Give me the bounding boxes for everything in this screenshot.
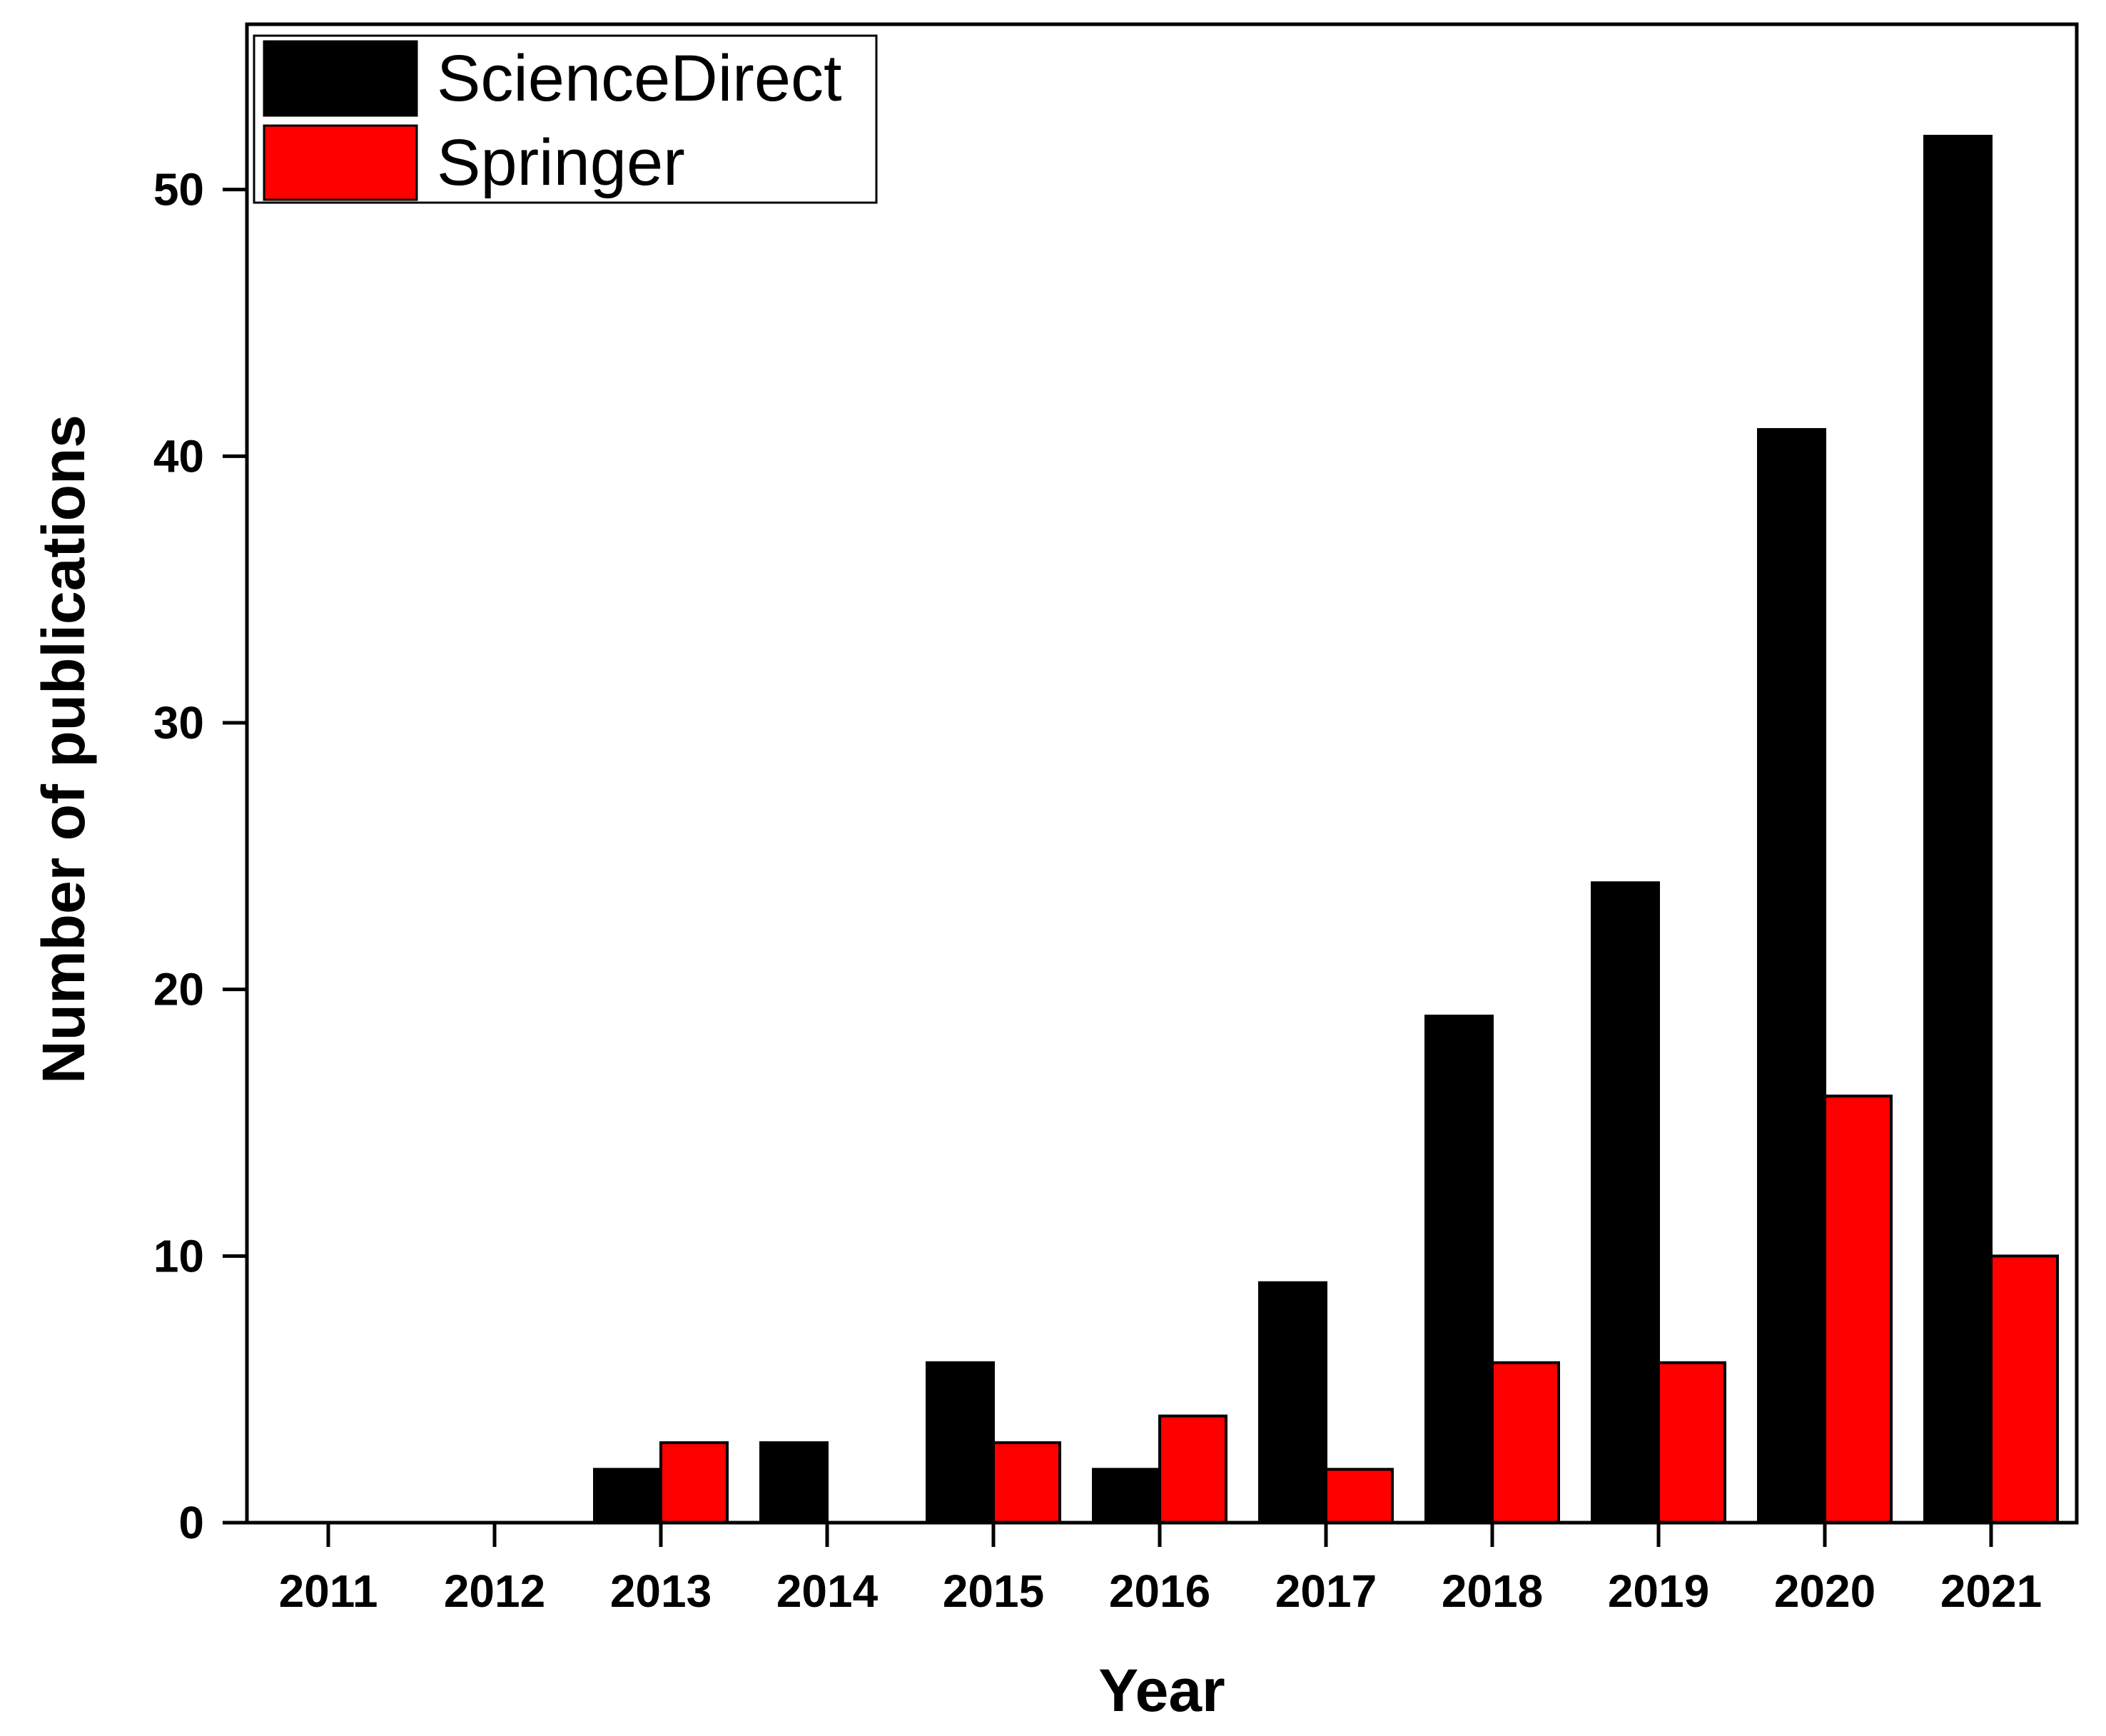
y-tick-label: 20 — [153, 964, 204, 1015]
legend-swatch-springer — [263, 124, 418, 201]
x-tick-label: 2021 — [1940, 1565, 2042, 1617]
bar-springer-2013 — [659, 1441, 729, 1525]
bar-sciencedirect-2015 — [926, 1361, 995, 1524]
x-tick-label: 2013 — [610, 1565, 712, 1617]
bar-sciencedirect-2019 — [1591, 881, 1660, 1525]
x-axis: 2011 2012 2013 2014 2015 2016 2017 2018 2019 2020… — [279, 1523, 2042, 1617]
legend-label-sciencedirect: ScienceDirect — [437, 42, 842, 115]
bar-sciencedirect-2016 — [1092, 1468, 1161, 1524]
x-tick-label: 2014 — [776, 1565, 879, 1617]
x-tick-label: 2019 — [1608, 1565, 1709, 1617]
bar-springer-2020 — [1823, 1095, 1893, 1524]
y-tick-label: 30 — [153, 697, 204, 748]
bar-springer-2017 — [1325, 1468, 1394, 1524]
bar-sciencedirect-2017 — [1258, 1281, 1327, 1524]
bars — [593, 134, 2059, 1525]
x-tick-label: 2015 — [943, 1565, 1044, 1617]
plot-frame — [245, 22, 2079, 1525]
x-tick-label: 2018 — [1442, 1565, 1543, 1617]
x-tick-label: 2020 — [1774, 1565, 1875, 1617]
x-tick-label: 2012 — [444, 1565, 545, 1617]
x-tick-label: 2011 — [279, 1565, 378, 1617]
bar-springer-2018 — [1491, 1361, 1560, 1524]
x-axis-title: Year — [1098, 1657, 1225, 1724]
bar-sciencedirect-2021 — [1923, 134, 1993, 1525]
bar-springer-2021 — [1990, 1254, 2059, 1524]
y-axis: 0 10 20 30 40 50 — [153, 164, 247, 1548]
bar-sciencedirect-2018 — [1424, 1015, 1494, 1525]
y-axis-title: Number of publications — [30, 415, 97, 1084]
bar-springer-2016 — [1158, 1414, 1227, 1524]
y-tick-label: 40 — [153, 430, 204, 482]
bar-sciencedirect-2014 — [759, 1441, 829, 1525]
bar-sciencedirect-2013 — [593, 1468, 662, 1524]
bar-sciencedirect-2020 — [1757, 427, 1826, 1524]
y-tick-label: 0 — [178, 1497, 204, 1548]
x-tick-label: 2016 — [1109, 1565, 1210, 1617]
legend-swatch-sciencedirect — [263, 40, 418, 117]
legend: ScienceDirect Springer — [253, 34, 878, 204]
bar-springer-2015 — [992, 1441, 1061, 1525]
legend-label-springer: Springer — [437, 126, 685, 199]
y-tick-label: 10 — [153, 1230, 204, 1281]
x-tick-label: 2017 — [1275, 1565, 1377, 1617]
y-tick-label: 50 — [153, 164, 204, 215]
bar-springer-2019 — [1657, 1361, 1726, 1524]
